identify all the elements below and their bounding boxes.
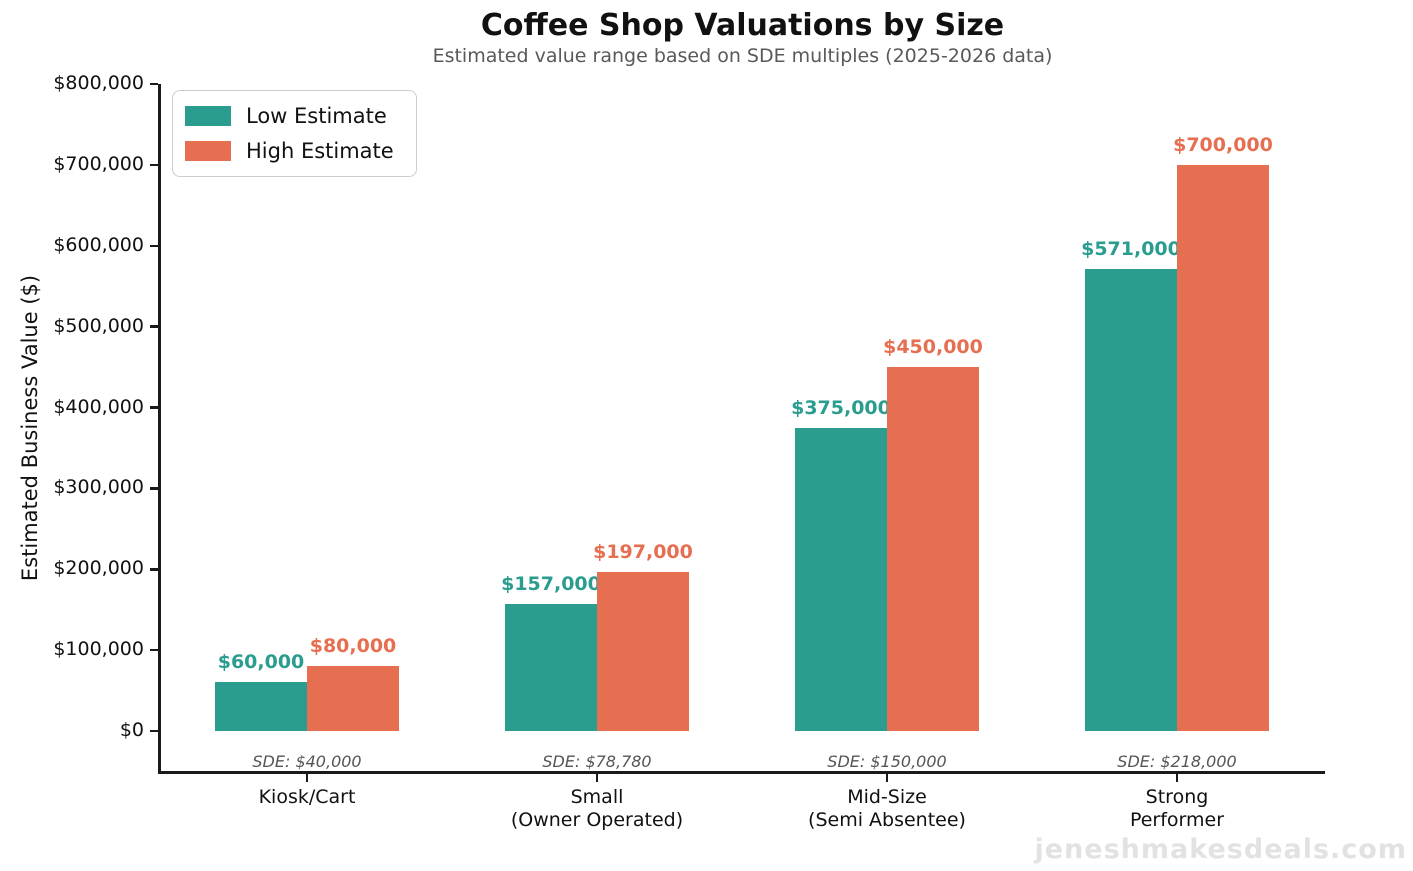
x-category-label: Strong Performer xyxy=(1129,786,1225,831)
x-tick-mark xyxy=(305,774,309,782)
watermark: jeneshmakesdeals.com xyxy=(1034,834,1407,865)
y-axis-spine xyxy=(158,84,161,774)
y-tick-mark xyxy=(150,406,158,409)
legend-item-high-estimate: High Estimate xyxy=(185,139,394,163)
bar-low-estimate xyxy=(795,427,887,731)
bar-high-estimate xyxy=(597,571,689,731)
y-tick-label: $400,000 xyxy=(53,395,144,418)
bar-low-estimate xyxy=(215,682,307,731)
legend-swatch-high-estimate xyxy=(185,141,231,161)
legend-label-high-estimate: High Estimate xyxy=(246,139,394,163)
legend: Low Estimate High Estimate xyxy=(172,90,417,177)
y-tick-label: $0 xyxy=(119,719,144,741)
x-axis-spine xyxy=(158,771,1325,774)
y-tick-mark xyxy=(150,487,158,490)
y-tick-mark xyxy=(150,648,158,652)
x-category-label: Kiosk/Cart xyxy=(258,786,356,808)
y-tick-label: $700,000 xyxy=(53,152,144,175)
y-tick-label: $600,000 xyxy=(53,233,144,256)
sde-annotation: SDE: $78,780 xyxy=(542,752,652,771)
sde-annotation: SDE: $218,000 xyxy=(1117,752,1237,771)
bar-low-estimate xyxy=(1085,269,1177,731)
bar-high-estimate xyxy=(887,367,979,731)
legend-label-low-estimate: Low Estimate xyxy=(246,104,387,128)
bar-value-label-low-estimate: $60,000 xyxy=(217,651,305,674)
legend-swatch-low-estimate xyxy=(185,106,231,126)
y-tick-mark xyxy=(150,729,158,733)
sde-annotation: SDE: $40,000 xyxy=(252,752,362,771)
chart-subtitle: Estimated value range based on SDE multi… xyxy=(432,45,1053,67)
x-tick-mark xyxy=(885,774,889,782)
y-tick-label: $200,000 xyxy=(53,557,144,580)
x-tick-mark xyxy=(1175,774,1179,782)
y-tick-label: $300,000 xyxy=(53,476,144,499)
x-category-label: Small (Owner Operated) xyxy=(510,786,684,831)
x-category-label: Mid-Size (Semi Absentee) xyxy=(808,786,966,831)
bar-value-label-low-estimate: $571,000 xyxy=(1081,238,1181,261)
bar-value-label-low-estimate: $157,000 xyxy=(501,573,601,596)
bar-high-estimate xyxy=(1177,164,1269,731)
y-tick-label: $500,000 xyxy=(53,314,144,337)
y-tick-mark xyxy=(150,568,158,571)
bar-value-label-high-estimate: $450,000 xyxy=(883,336,983,359)
bar-value-label-high-estimate: $80,000 xyxy=(309,635,397,658)
y-tick-mark xyxy=(150,244,158,247)
legend-item-low-estimate: Low Estimate xyxy=(185,104,394,128)
y-tick-label: $100,000 xyxy=(53,638,144,661)
sde-annotation: SDE: $150,000 xyxy=(827,752,947,771)
y-tick-mark xyxy=(150,163,158,167)
bar-low-estimate xyxy=(505,604,597,731)
y-tick-label: $800,000 xyxy=(53,72,144,94)
y-tick-mark xyxy=(150,325,158,328)
x-tick-mark xyxy=(595,774,599,782)
bar-value-label-high-estimate: $700,000 xyxy=(1173,133,1273,156)
y-tick-mark xyxy=(150,82,158,86)
chart-title: Coffee Shop Valuations by Size xyxy=(480,8,1005,43)
bar-high-estimate xyxy=(307,666,399,731)
bar-value-label-low-estimate: $375,000 xyxy=(791,396,891,419)
bar-value-label-high-estimate: $197,000 xyxy=(593,540,693,563)
